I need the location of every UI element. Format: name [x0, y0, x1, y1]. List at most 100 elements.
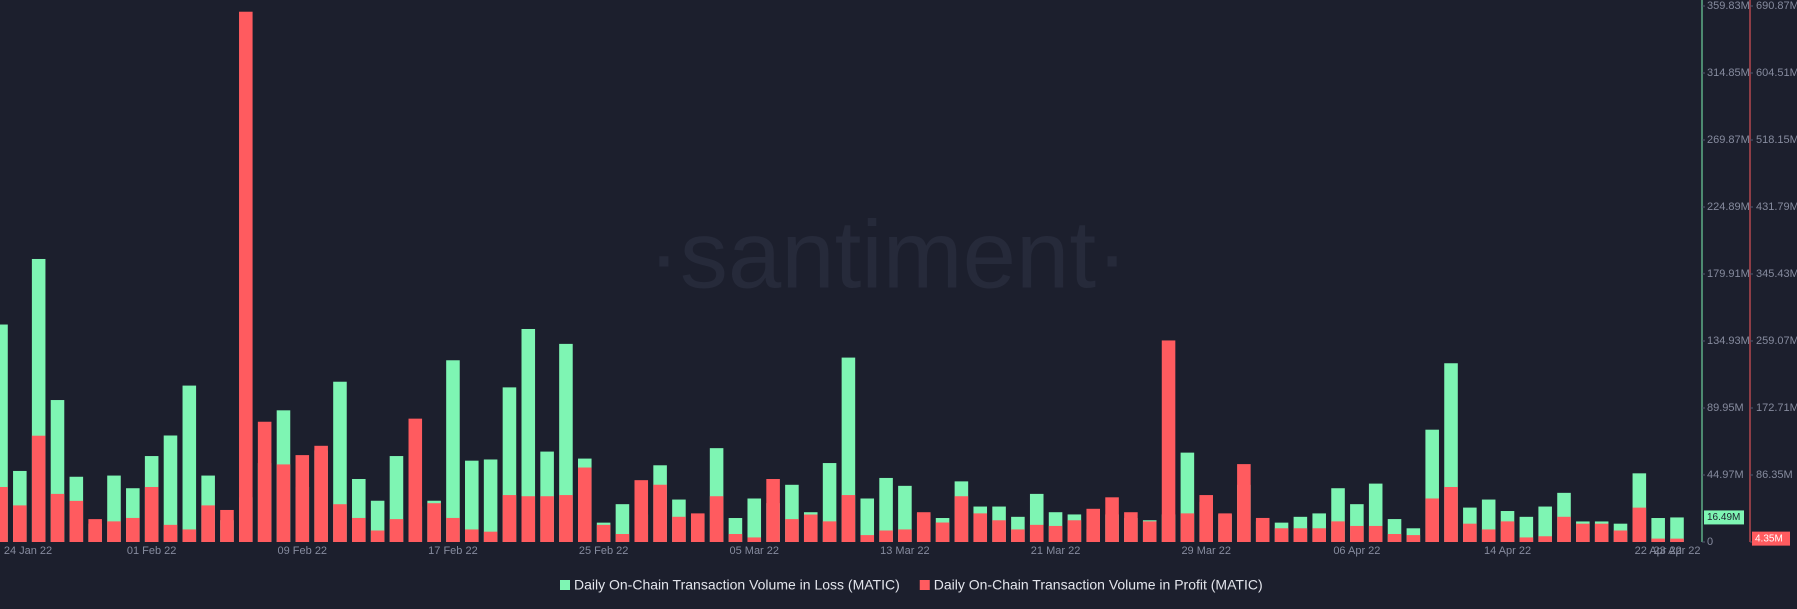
bar — [333, 381, 347, 542]
bar — [898, 485, 912, 542]
bar — [1444, 486, 1458, 542]
bar — [1274, 528, 1289, 542]
bar — [898, 529, 912, 542]
bar — [540, 496, 554, 542]
bar — [1048, 525, 1063, 542]
bar — [521, 496, 536, 542]
bar — [31, 435, 46, 542]
bar — [1124, 512, 1138, 542]
bar — [1199, 495, 1213, 542]
bar — [766, 479, 780, 542]
bar — [577, 467, 592, 542]
y2-tick-label: 172.71M — [1756, 402, 1797, 414]
bar — [370, 530, 385, 542]
bar — [803, 514, 818, 542]
bar — [728, 534, 743, 542]
bar — [615, 534, 630, 542]
x-tick-label: 17 Feb 22 — [428, 545, 478, 557]
bar — [709, 496, 724, 542]
bar — [144, 486, 159, 542]
value-label: 16.49M — [1707, 512, 1740, 523]
bar — [483, 459, 498, 542]
bar — [446, 517, 460, 542]
bar — [935, 522, 950, 542]
x-tick-label: 14 Apr 22 — [1484, 545, 1531, 557]
bar — [1500, 521, 1515, 542]
bar — [69, 500, 84, 542]
bar — [1519, 516, 1534, 542]
bar — [1406, 535, 1421, 542]
y2-tick-label: 345.43M — [1756, 268, 1797, 280]
bar — [0, 486, 8, 542]
bar — [201, 505, 215, 542]
bar — [1519, 537, 1534, 542]
bar — [860, 535, 875, 542]
bar — [916, 512, 931, 542]
x-tick-label: 22 Apr 22 — [1635, 545, 1682, 557]
bar — [559, 343, 573, 542]
bar — [427, 503, 441, 542]
bar — [1011, 529, 1025, 542]
bar — [1557, 516, 1571, 542]
y-tick-label: 0 — [1707, 536, 1713, 548]
bar — [182, 529, 197, 542]
value-label: 4.35M — [1755, 533, 1783, 544]
y2-tick-label: 259.07M — [1756, 335, 1797, 347]
bar — [1368, 525, 1383, 542]
bar — [483, 531, 498, 542]
bar — [1142, 521, 1157, 542]
bar — [879, 477, 893, 542]
bar — [1067, 520, 1082, 542]
bar — [1670, 538, 1684, 542]
y2-tick-label: 431.79M — [1756, 201, 1797, 213]
bar — [352, 517, 366, 542]
bar — [465, 529, 479, 542]
bar — [1086, 508, 1101, 542]
bar — [1594, 523, 1609, 542]
bar — [1463, 523, 1477, 542]
bar — [13, 505, 27, 542]
bar — [879, 530, 893, 542]
bar — [690, 513, 705, 542]
y-tick-label: 134.93M — [1707, 335, 1750, 347]
bar — [841, 495, 856, 542]
bar — [276, 464, 291, 542]
bar — [1651, 538, 1665, 542]
legend-swatch — [919, 580, 930, 590]
bar — [596, 524, 611, 542]
bar — [257, 421, 272, 542]
y2-tick-label: 604.51M — [1756, 67, 1797, 79]
bar — [107, 521, 121, 542]
bar — [502, 495, 517, 542]
legend-label: Daily On-Chain Transaction Volume in Pro… — [934, 577, 1263, 593]
bar — [163, 435, 178, 542]
bar — [973, 513, 988, 542]
x-tick-label: 24 Jan 22 — [4, 545, 52, 557]
value-badge — [1704, 510, 1744, 525]
bar — [1613, 530, 1628, 542]
bar — [1029, 524, 1044, 542]
bar — [1255, 517, 1270, 542]
bar — [954, 496, 969, 542]
bar — [126, 517, 140, 542]
bar — [1180, 513, 1195, 542]
bar — [295, 455, 310, 542]
bar — [1387, 534, 1402, 542]
bar — [634, 480, 649, 542]
bar — [182, 385, 197, 542]
bar — [50, 493, 65, 542]
bar — [860, 498, 875, 542]
y-tick-label: 89.95M — [1707, 402, 1744, 414]
bar — [1218, 513, 1232, 542]
bar — [1161, 340, 1176, 542]
bar — [559, 495, 573, 542]
bar — [88, 519, 102, 542]
bar — [1312, 528, 1326, 542]
bar — [1105, 497, 1119, 542]
bar — [1651, 518, 1665, 542]
plot-area — [0, 11, 1684, 542]
x-tick-label: 06 Apr 22 — [1333, 545, 1380, 557]
bar — [1576, 523, 1590, 542]
x-tick-label: 09 Feb 22 — [278, 545, 328, 557]
